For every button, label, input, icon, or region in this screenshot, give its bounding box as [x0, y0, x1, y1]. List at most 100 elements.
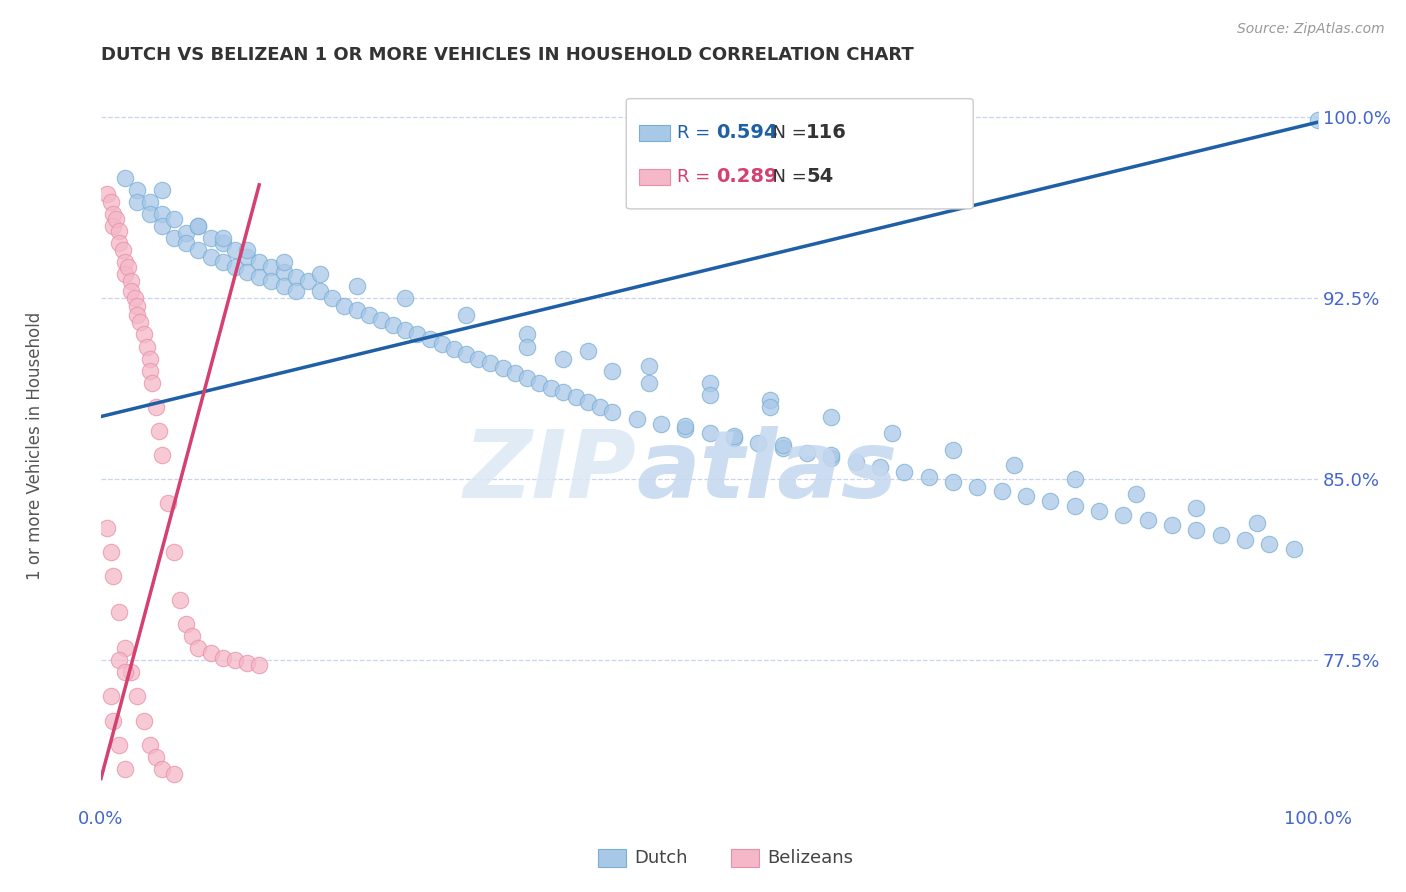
Point [893, 465, 915, 479]
Point [1002, 458, 1025, 472]
Point [138, 364, 160, 378]
Point [247, 658, 270, 673]
Point [699, 426, 721, 441]
Point [108, 738, 131, 752]
Point [260, 274, 283, 288]
Point [1161, 518, 1184, 533]
Point [111, 243, 134, 257]
Point [100, 690, 122, 704]
Point [141, 376, 163, 390]
Point [759, 392, 782, 407]
Text: 0.289: 0.289 [716, 168, 778, 186]
Point [169, 593, 191, 607]
Point [163, 544, 186, 558]
Point [108, 235, 131, 250]
Point [1063, 472, 1085, 486]
Point [138, 351, 160, 366]
Point [699, 388, 721, 402]
Point [200, 646, 222, 660]
Point [163, 211, 186, 226]
Point [1185, 501, 1208, 516]
Text: Dutch: Dutch [634, 849, 688, 867]
Point [224, 260, 246, 274]
Point [346, 279, 368, 293]
Point [101, 714, 124, 728]
Point [1015, 489, 1038, 503]
Point [516, 371, 538, 385]
Point [132, 327, 155, 342]
Point [1282, 542, 1305, 557]
Point [699, 376, 721, 390]
Point [1234, 533, 1257, 547]
Text: 1 or more Vehicles in Household: 1 or more Vehicles in Household [27, 312, 44, 580]
Point [333, 298, 356, 312]
Point [236, 656, 259, 670]
Point [127, 183, 149, 197]
Point [576, 344, 599, 359]
Point [747, 436, 769, 450]
Point [200, 250, 222, 264]
Point [796, 446, 818, 460]
Point [150, 762, 173, 776]
Point [491, 361, 513, 376]
Point [370, 313, 392, 327]
Point [600, 405, 623, 419]
Text: Belizeans: Belizeans [768, 849, 853, 867]
Point [516, 339, 538, 353]
Point [942, 443, 965, 458]
Text: N =: N = [761, 168, 813, 186]
Point [236, 265, 259, 279]
Point [540, 380, 562, 394]
Point [637, 376, 659, 390]
Point [820, 448, 842, 462]
Point [181, 629, 204, 643]
Point [187, 243, 209, 257]
Point [723, 429, 745, 443]
Text: Source: ZipAtlas.com: Source: ZipAtlas.com [1237, 22, 1385, 37]
Point [138, 738, 160, 752]
Point [211, 231, 233, 245]
Point [845, 455, 868, 469]
Point [456, 308, 478, 322]
Point [479, 356, 502, 370]
Point [321, 291, 343, 305]
Point [145, 749, 167, 764]
Point [127, 308, 149, 322]
Point [503, 366, 526, 380]
Point [673, 419, 696, 434]
Point [174, 235, 197, 250]
Point [120, 284, 142, 298]
Point [211, 255, 233, 269]
Point [467, 351, 489, 366]
Point [163, 231, 186, 245]
Point [114, 255, 136, 269]
Point [163, 766, 186, 780]
Point [1125, 487, 1147, 501]
Point [284, 284, 307, 298]
Point [346, 303, 368, 318]
Point [136, 339, 159, 353]
Point [211, 235, 233, 250]
Point [553, 385, 575, 400]
Text: N =: N = [761, 124, 813, 142]
Point [273, 255, 295, 269]
Point [917, 470, 939, 484]
Point [516, 327, 538, 342]
Point [127, 690, 149, 704]
Point [576, 395, 599, 409]
Point [1112, 508, 1135, 523]
Point [101, 219, 124, 233]
Point [101, 569, 124, 583]
Text: R =: R = [676, 168, 716, 186]
Point [626, 412, 648, 426]
Point [284, 269, 307, 284]
Point [187, 219, 209, 233]
Point [820, 450, 842, 465]
Point [138, 194, 160, 209]
Point [145, 400, 167, 414]
Point [394, 323, 416, 337]
Point [96, 187, 118, 202]
Text: DUTCH VS BELIZEAN 1 OR MORE VEHICLES IN HOUSEHOLD CORRELATION CHART: DUTCH VS BELIZEAN 1 OR MORE VEHICLES IN … [101, 46, 914, 64]
Point [150, 219, 173, 233]
Point [357, 308, 380, 322]
